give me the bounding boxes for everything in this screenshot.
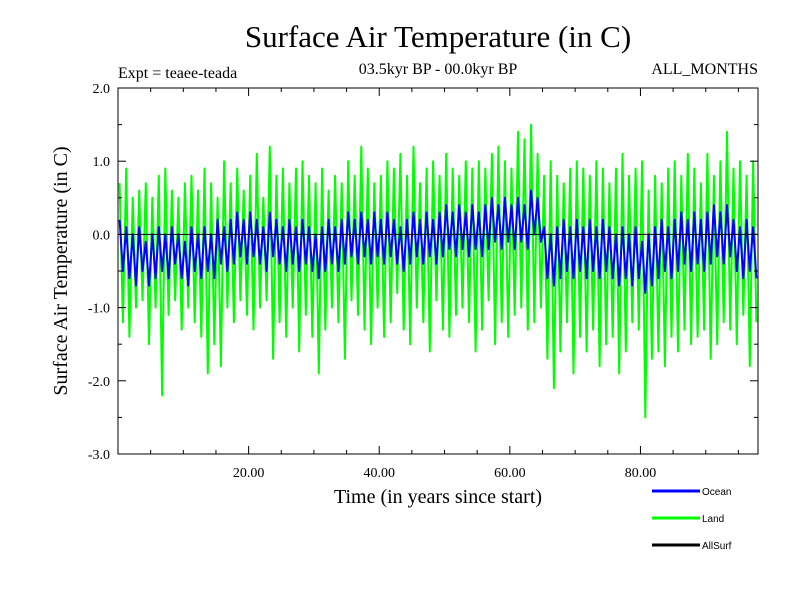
x-tick-label: 40.00 [363,466,395,481]
x-tick-label: 80.00 [625,466,657,481]
legend-label-land: Land [702,514,724,525]
series-line-ocean [118,189,758,294]
x-tick-label: 60.00 [494,466,526,481]
y-tick-label: -1.0 [88,302,110,317]
series-layer [118,123,758,419]
x-ticks: 20.00 40.00 60.00 80.00 [117,88,739,481]
legend: Ocean Land AllSurf [652,487,732,552]
y-tick-label: 2.0 [93,82,111,97]
period-label: 03.5kyr BP - 00.0kyr BP [359,61,518,78]
plot-area: 20.00 40.00 60.00 80.00 -3.0 -2.0 -1.0 0.0 1.0 2… [88,82,759,481]
x-axis-label: Time (in years since start) [334,486,542,508]
legend-label-allsurf: AllSurf [702,541,732,552]
y-ticks: -3.0 -2.0 -1.0 0.0 1.0 2.0 [88,82,758,463]
experiment-label: Expt = teaee-teada [118,65,237,82]
chart-title: Surface Air Temperature (in C) [245,19,631,54]
months-label: ALL_MONTHS [651,61,758,78]
y-axis-label: Surface Air Temperature (in C) [50,146,72,395]
y-tick-label: 1.0 [93,155,111,170]
y-tick-label: -2.0 [88,375,110,390]
y-tick-label: -3.0 [88,448,110,463]
legend-label-ocean: Ocean [702,487,731,498]
y-tick-label: 0.0 [93,228,111,243]
x-tick-label: 20.00 [233,466,265,481]
